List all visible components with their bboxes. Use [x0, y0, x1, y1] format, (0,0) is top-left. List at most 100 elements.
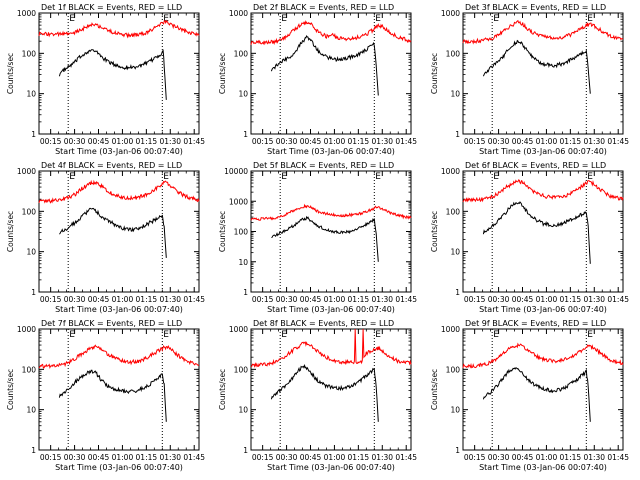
x-tick-label: 00:45	[512, 137, 534, 146]
plot-frame	[462, 12, 624, 135]
y-tick-label: 10	[450, 406, 460, 415]
x-tick-label: 01:15	[560, 453, 582, 462]
x-tick-label: 01:30	[371, 295, 393, 304]
y-tick-label: 100	[22, 49, 37, 58]
x-tick-label: 01:45	[183, 295, 205, 304]
x-tick-label: 01:00	[324, 295, 346, 304]
y-axis: 1 10 100 1000	[17, 9, 199, 139]
x-tick-label: 00:45	[88, 453, 110, 462]
plot-frame	[462, 328, 624, 451]
chart-panel-8: Det 8f BLACK = Events, RED = LLD 1 10 100 10…	[218, 319, 417, 472]
event-marker-label: E	[163, 14, 169, 24]
x-tick-label: 01:15	[560, 295, 582, 304]
plot-frame	[38, 328, 200, 451]
event-marker-label: E	[163, 172, 169, 182]
x-tick-label: 01:30	[371, 453, 393, 462]
x-tick-label: 00:15	[40, 137, 62, 146]
chart-title: Det 3f BLACK = Events, RED = LLD	[465, 3, 606, 12]
y-tick-label: 10	[238, 406, 248, 415]
x-axis-label: Start Time (03-Jan-06 00:07:40)	[267, 147, 395, 156]
x-axis: 00:15 00:30 00:45 01:00 01:15 01:30 01:45	[40, 13, 205, 146]
event-marker-label: E	[587, 330, 593, 340]
x-tick-label: 00:45	[300, 453, 322, 462]
x-tick-label: 01:00	[324, 453, 346, 462]
x-tick-label: 00:30	[488, 453, 510, 462]
x-axis-label: Start Time (03-Jan-06 00:07:40)	[55, 147, 183, 156]
x-axis-label: Start Time (03-Jan-06 00:07:40)	[267, 305, 395, 314]
x-tick-label: 01:45	[395, 295, 417, 304]
y-tick-label: 1	[455, 446, 460, 455]
chart-title: Det 2f BLACK = Events, RED = LLD	[253, 3, 394, 12]
event-marker-label: E	[587, 172, 593, 182]
x-tick-label: 00:45	[512, 295, 534, 304]
x-tick-label: 00:30	[276, 295, 298, 304]
x-tick-label: 01:45	[607, 295, 629, 304]
chart-panel-1: Det 1f BLACK = Events, RED = LLD 1 10 100 10…	[6, 3, 205, 156]
chart-title: Det 6f BLACK = Events, RED = LLD	[465, 161, 606, 170]
y-tick-label: 100	[234, 49, 249, 58]
lld-series-line	[38, 19, 200, 39]
x-axis: 00:15 00:30 00:45 01:00 01:15 01:30 01:45	[252, 171, 417, 304]
chart-title: Det 9f BLACK = Events, RED = LLD	[465, 319, 606, 328]
x-tick-label: 01:00	[536, 453, 558, 462]
x-tick-label: 00:15	[252, 295, 274, 304]
event-marker-label: E	[375, 14, 381, 24]
x-tick-label: 00:45	[88, 295, 110, 304]
chart-title: Det 5f BLACK = Events, RED = LLD	[253, 161, 394, 170]
x-tick-label: 00:45	[300, 137, 322, 146]
event-marker-label: E	[493, 330, 499, 340]
chart-title: Det 8f BLACK = Events, RED = LLD	[253, 319, 394, 328]
x-tick-label: 01:30	[371, 137, 393, 146]
x-tick-label: 01:30	[583, 453, 605, 462]
y-tick-label: 1	[243, 130, 248, 139]
x-tick-label: 01:45	[183, 453, 205, 462]
plot-frame	[38, 170, 200, 293]
x-tick-label: 01:15	[348, 295, 370, 304]
x-axis-label: Start Time (03-Jan-06 00:07:40)	[267, 463, 395, 472]
x-tick-label: 00:30	[276, 453, 298, 462]
x-tick-label: 01:00	[112, 137, 134, 146]
y-axis-label: Counts/sec	[6, 369, 15, 410]
lld-series-line	[250, 19, 412, 46]
x-tick-label: 01:15	[136, 295, 158, 304]
chart-panel-6: Det 6f BLACK = Events, RED = LLD 1 10 100 10…	[430, 161, 629, 314]
chart-panel-4: Det 4f BLACK = Events, RED = LLD 1 10 100 10…	[6, 161, 205, 314]
y-tick-label: 100	[234, 228, 249, 237]
y-tick-label: 1000	[229, 325, 248, 334]
x-tick-label: 01:45	[395, 453, 417, 462]
chart-title: Det 4f BLACK = Events, RED = LLD	[41, 161, 182, 170]
chart-title: Det 1f BLACK = Events, RED = LLD	[41, 3, 182, 12]
x-axis: 00:15 00:30 00:45 01:00 01:15 01:30 01:45	[40, 171, 205, 304]
x-tick-label: 01:30	[583, 137, 605, 146]
y-tick-label: 1000	[441, 9, 460, 18]
lld-series-line	[462, 342, 624, 369]
events-series-line	[271, 215, 379, 262]
x-tick-label: 01:00	[112, 295, 134, 304]
x-tick-label: 01:15	[560, 137, 582, 146]
x-tick-label: 00:15	[464, 137, 486, 146]
y-tick-label: 1	[31, 130, 36, 139]
y-tick-label: 100	[22, 365, 37, 374]
x-tick-label: 01:15	[348, 453, 370, 462]
events-series-line	[58, 369, 167, 422]
y-axis: 1 10 100 1000	[441, 325, 623, 455]
y-tick-label: 1000	[17, 167, 36, 176]
y-tick-label: 10	[26, 90, 36, 99]
x-tick-label: 01:15	[136, 453, 158, 462]
x-tick-label: 01:30	[159, 137, 181, 146]
y-tick-label: 1	[455, 130, 460, 139]
y-tick-label: 100	[446, 207, 461, 216]
event-marker-label: E	[587, 14, 593, 24]
y-tick-label: 1000	[441, 325, 460, 334]
x-tick-label: 00:15	[40, 453, 62, 462]
event-marker-label: E	[375, 330, 381, 340]
x-tick-label: 00:15	[40, 295, 62, 304]
chart-panel-9: Det 9f BLACK = Events, RED = LLD 1 10 100 10…	[430, 319, 629, 472]
y-axis-label: Counts/sec	[430, 53, 439, 94]
plot-frame	[250, 328, 412, 451]
x-tick-label: 01:45	[607, 453, 629, 462]
y-tick-label: 10	[450, 90, 460, 99]
y-axis: 1 10 100 1000	[17, 167, 199, 297]
y-tick-label: 100	[234, 365, 249, 374]
